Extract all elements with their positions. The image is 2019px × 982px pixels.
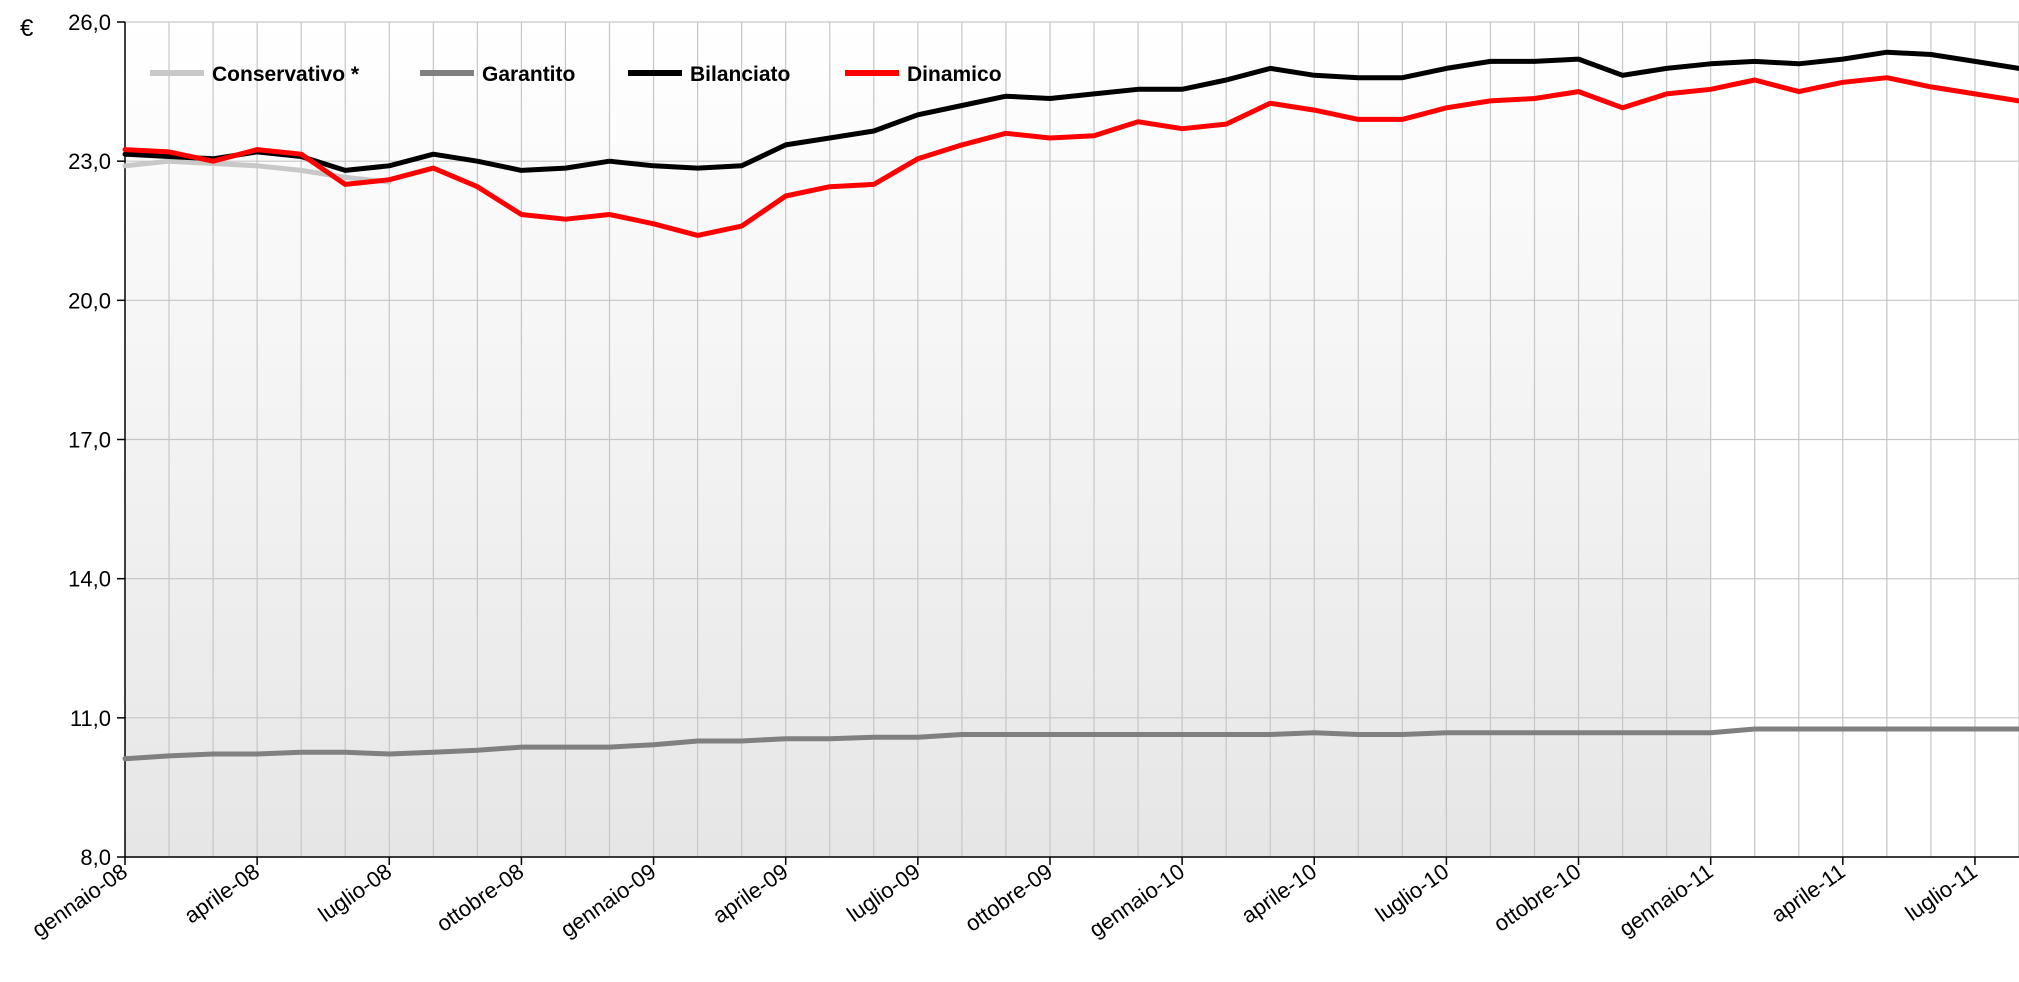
- x-tick-label: gennaio-08: [27, 859, 132, 943]
- x-tick-label: luglio-11: [1901, 859, 1982, 926]
- y-tick-label: 20,0: [68, 288, 111, 313]
- legend: Conservativo * Garantito Bilanciato Dinamic…: [150, 63, 1002, 86]
- x-axis-tick-labels: gennaio-08 aprile-08 luglio-08 ottobre-08 ge…: [27, 859, 1981, 943]
- y-tick-label: 17,0: [68, 428, 111, 453]
- x-tick-label: ottobre-08: [432, 859, 528, 937]
- x-tick-label: ottobre-10: [1489, 859, 1585, 937]
- x-tick-label: luglio-08: [314, 859, 396, 927]
- series-line-garantito: [122, 726, 2019, 762]
- x-tick-label: gennaio-10: [1084, 859, 1189, 943]
- x-tick-label: gennaio-11: [1614, 859, 1717, 942]
- x-tick-label: gennaio-09: [556, 859, 661, 943]
- x-tick-label: luglio-10: [1371, 859, 1453, 927]
- y-tick-label: 23,0: [68, 149, 111, 174]
- axes: [117, 21, 2019, 865]
- x-tick-label: luglio-09: [842, 859, 924, 927]
- x-tick-label: ottobre-09: [960, 859, 1056, 937]
- legend-label: Bilanciato: [690, 63, 790, 86]
- x-tick-label: aprile-11: [1767, 859, 1850, 928]
- series-line-conservativo: [122, 158, 392, 185]
- y-tick-label: 26,0: [68, 10, 111, 35]
- series-lines: [122, 49, 2019, 762]
- y-axis-tick-labels: 8,0 11,0 14,0 17,0 20,0 23,0 26,0: [68, 10, 111, 870]
- x-tick-label: aprile-08: [180, 859, 264, 929]
- series-line-bilanciato: [122, 49, 2019, 173]
- series-line-dinamico: [122, 75, 2019, 238]
- y-axis-unit-label: €: [20, 15, 34, 42]
- legend-label: Dinamico: [907, 63, 1002, 86]
- legend-label: Garantito: [482, 63, 575, 86]
- x-tick-label: aprile-09: [708, 859, 792, 929]
- y-tick-label: 8,0: [80, 845, 111, 870]
- legend-label: Conservativo *: [212, 63, 360, 86]
- y-tick-label: 11,0: [70, 706, 111, 731]
- y-tick-label: 14,0: [68, 567, 111, 592]
- x-tick-label: aprile-10: [1237, 859, 1321, 929]
